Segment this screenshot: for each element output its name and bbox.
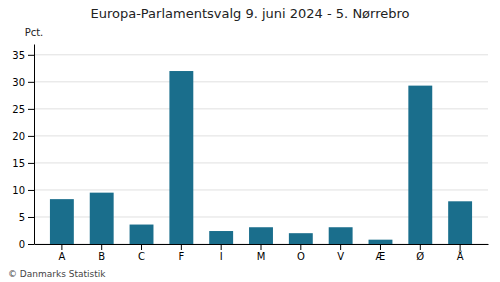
x-tick-label: I (220, 251, 223, 262)
x-tick-mark (141, 244, 142, 250)
bar (50, 199, 74, 244)
x-tick: O (297, 244, 305, 262)
x-tick-label: C (138, 251, 145, 262)
y-tick-mark (28, 190, 34, 191)
x-tick: C (138, 244, 145, 262)
y-tick-mark (28, 55, 34, 56)
x-axis: ABCFIMOVÆØÅ (35, 244, 489, 262)
footer: © Danmarks Statistik (8, 269, 106, 279)
plot: 0 5 10 15 20 25 30 35 A B C F I M O V Æ Ø Å (12, 45, 488, 263)
title: Europa-Parlamentsvalg 9. juni 2024 - 5. … (90, 6, 409, 21)
y-tick: 0 (19, 239, 34, 250)
x-tick-mark (340, 244, 341, 250)
bar (209, 231, 233, 244)
y-axis-label: Pct. (25, 27, 44, 38)
x-tick-mark (420, 244, 421, 250)
y-tick-label: 0 (19, 239, 25, 250)
y-tick: 5 (19, 212, 34, 223)
y-tick-label: 30 (12, 77, 25, 88)
x-tick-mark (181, 244, 182, 250)
bar (408, 86, 432, 244)
x-tick: B (98, 244, 105, 262)
x-tick-mark (101, 244, 102, 250)
y-tick-label: 5 (19, 212, 25, 223)
x-tick: Æ (376, 244, 386, 262)
x-tick-mark (261, 244, 262, 250)
grid (34, 55, 488, 244)
bar (249, 227, 273, 244)
y-tick-mark (28, 82, 34, 83)
grid-line (34, 81, 488, 82)
x-tick-label: V (337, 251, 344, 262)
bar (90, 193, 114, 244)
x-tick-label: Æ (376, 251, 386, 262)
y-tick-label: 20 (12, 131, 25, 142)
x-tick: V (337, 244, 344, 262)
x-tick: A (58, 244, 65, 262)
x-tick-mark (221, 244, 222, 250)
bar (169, 71, 193, 244)
y-tick-mark (28, 136, 34, 137)
x-tick-label: A (58, 251, 65, 262)
x-tick-label: F (178, 251, 184, 262)
y-axis: 0 5 10 15 20 25 30 35 (12, 45, 34, 250)
x-tick-mark (380, 244, 381, 250)
x-tick: Ø (416, 244, 424, 262)
y-tick: 20 (12, 131, 34, 142)
y-tick: 25 (12, 104, 34, 115)
x-tick-label: M (257, 251, 266, 262)
bar (329, 227, 353, 244)
x-tick-mark (61, 244, 62, 250)
x-tick-mark (460, 244, 461, 250)
y-tick-mark (28, 244, 34, 245)
grid-line (34, 54, 488, 55)
x-tick-label: Ø (416, 251, 424, 262)
x-tick: I (220, 244, 223, 262)
y-tick: 10 (12, 185, 34, 196)
y-tick: 35 (12, 50, 34, 61)
x-tick-mark (300, 244, 301, 250)
bar (448, 201, 472, 244)
x-tick-label: Å (457, 250, 464, 262)
y-tick-mark (28, 109, 34, 110)
y-tick-label: 15 (12, 158, 25, 169)
bar (130, 225, 154, 244)
y-tick-label: 35 (12, 50, 25, 61)
x-tick-label: O (297, 251, 305, 262)
y-tick-mark (28, 217, 34, 218)
y-tick-mark (28, 163, 34, 164)
bar (289, 233, 313, 244)
x-tick: M (257, 244, 266, 262)
y-tick: 30 (12, 77, 34, 88)
bar (369, 240, 393, 244)
bars (50, 71, 472, 244)
x-tick: F (178, 244, 184, 262)
chart: Europa-Parlamentsvalg 9. juni 2024 - 5. … (0, 0, 500, 282)
y-axis-line (34, 45, 35, 245)
x-tick-label: B (98, 251, 105, 262)
y-tick-label: 10 (12, 185, 25, 196)
y-tick: 15 (12, 158, 34, 169)
y-tick-label: 25 (12, 104, 25, 115)
x-tick: Å (457, 244, 464, 262)
